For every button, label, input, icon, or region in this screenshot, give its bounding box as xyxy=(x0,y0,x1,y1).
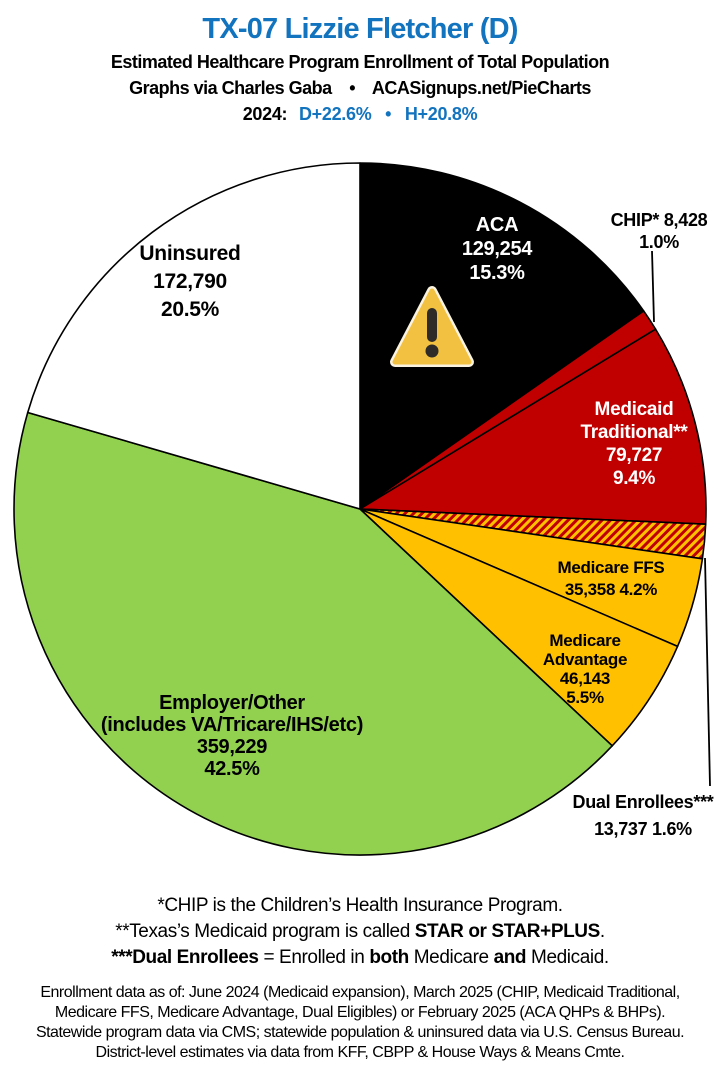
footnote-chip: *CHIP is the Children’s Health Insurance… xyxy=(157,895,563,916)
chip-callout-line xyxy=(651,250,655,323)
label-line: 359,229 xyxy=(196,736,268,758)
medicare-ffs-slice-label: Medicare FFS 35,358 4.2% xyxy=(521,557,701,601)
label-line: (includes VA/Tricare/IHS/etc) xyxy=(100,714,364,736)
bullet-separator: • xyxy=(349,78,356,98)
label-line: 1.0% xyxy=(639,232,679,252)
source-line: District-level estimates via data from K… xyxy=(95,1044,625,1061)
label-line: 15.3% xyxy=(469,262,525,284)
pie-slice-employer xyxy=(13,411,614,856)
label-line: 20.5% xyxy=(160,298,220,321)
label-line: Medicaid xyxy=(594,399,674,420)
dual-enrollees-callout-label: Dual Enrollees*** 13,737 1.6% xyxy=(563,789,720,843)
bullet-separator: • xyxy=(385,104,392,124)
footnotes: *CHIP is the Children’s Health Insurance… xyxy=(0,893,720,971)
label-line: 35,358 4.2% xyxy=(564,580,658,599)
house-lean-value: H+20.8% xyxy=(404,104,478,124)
year-label: 2024: xyxy=(242,104,288,124)
chip-callout-label: CHIP* 8,428 1.0% xyxy=(584,209,720,253)
credit-site: ACASignups.net/PieCharts xyxy=(371,78,592,98)
label-line: 129,254 xyxy=(461,238,533,260)
label-line: ACA xyxy=(475,214,519,236)
credit-author: Graphs via Charles Gaba xyxy=(129,78,332,98)
label-line: CHIP* 8,428 xyxy=(610,210,708,230)
source-line: Enrollment data as of: June 2024 (Medica… xyxy=(40,984,680,1001)
label-line: Medicare xyxy=(549,631,621,650)
pie-slice-aca xyxy=(359,162,645,510)
medicare-advantage-slice-label: Medicare Advantage 46,143 5.5% xyxy=(512,631,658,707)
label-line: Traditional** xyxy=(580,422,688,443)
data-source-note: Enrollment data as of: June 2024 (Medica… xyxy=(0,983,720,1063)
dem-lean-value: D+22.6% xyxy=(298,104,372,124)
pie-slice-uninsured xyxy=(26,162,361,510)
label-line: 13,737 1.6% xyxy=(594,819,692,839)
label-line: Uninsured xyxy=(139,242,241,265)
medicaid-slice-label: Medicaid Traditional** 79,727 9.4% xyxy=(544,398,720,490)
footnote-star: **Texas’s Medicaid program is called STA… xyxy=(115,921,605,942)
uninsured-slice-label: Uninsured 172,790 20.5% xyxy=(90,240,290,324)
pie-slice-medicaid xyxy=(359,328,707,526)
dual-enrollees-callout-line xyxy=(704,557,711,787)
partisan-lean-line: 2024: D+22.6% • H+20.8% xyxy=(0,103,720,126)
label-line: Employer/Other xyxy=(159,692,305,714)
label-line: Medicare FFS xyxy=(557,558,665,577)
employer-other-slice-label: Employer/Other (includes VA/Tricare/IHS/… xyxy=(82,692,382,780)
label-line: 5.5% xyxy=(566,688,604,707)
label-line: 172,790 xyxy=(153,270,227,293)
footnote-dual: ***Dual Enrollees = Enrolled in both Med… xyxy=(111,947,609,968)
aca-slice-label: ACA 129,254 15.3% xyxy=(407,213,587,285)
label-line: 79,727 xyxy=(605,445,663,466)
warning-icon xyxy=(390,286,474,367)
source-line: Statewide program data via CMS; statewid… xyxy=(35,1024,685,1041)
page-title: TX-07 Lizzie Fletcher (D) xyxy=(202,13,518,45)
label-line: 9.4% xyxy=(612,468,656,489)
source-line: Medicare FFS, Medicare Advantage, Dual E… xyxy=(54,1004,666,1021)
subtitle: Estimated Healthcare Program Enrollment … xyxy=(110,52,610,72)
label-line: 46,143 xyxy=(559,669,611,688)
label-line: Advantage xyxy=(542,650,628,669)
credit-line: Graphs via Charles Gaba • ACASignups.net… xyxy=(0,77,720,100)
label-line: Dual Enrollees*** xyxy=(572,792,714,812)
label-line: 42.5% xyxy=(204,758,260,780)
